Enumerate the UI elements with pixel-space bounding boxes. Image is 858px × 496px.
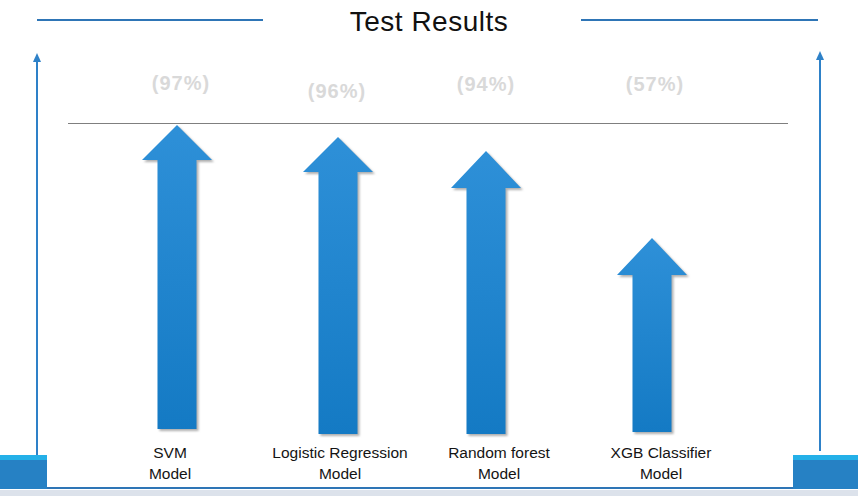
- right-axis-line: [819, 59, 821, 451]
- arrow-svm: [142, 125, 212, 429]
- bottom-border-line: [0, 487, 858, 489]
- title-divider-left: [37, 19, 263, 21]
- reference-line: [68, 123, 788, 124]
- left-axis-line: [36, 61, 38, 455]
- value-label-xgb: (57%): [585, 73, 725, 96]
- value-label-random-forest: (94%): [416, 73, 556, 96]
- bottom-left-corner-block: [0, 455, 47, 489]
- title-divider-right: [581, 19, 818, 21]
- page-title: Test Results: [0, 6, 858, 38]
- category-label-line1: XGB Classifier: [551, 442, 771, 463]
- bottom-edge-strip: [0, 490, 858, 496]
- arrow-xgb: [617, 238, 687, 432]
- category-label-xgb: XGB Classifier Model: [551, 442, 771, 484]
- value-label-svm: (97%): [111, 72, 251, 95]
- bottom-right-corner-block: [793, 455, 858, 489]
- category-label-line2: Model: [551, 463, 771, 484]
- arrow-random-forest: [451, 151, 521, 434]
- value-label-logistic-regression: (96%): [267, 80, 407, 103]
- arrow-logistic-regression: [303, 137, 373, 434]
